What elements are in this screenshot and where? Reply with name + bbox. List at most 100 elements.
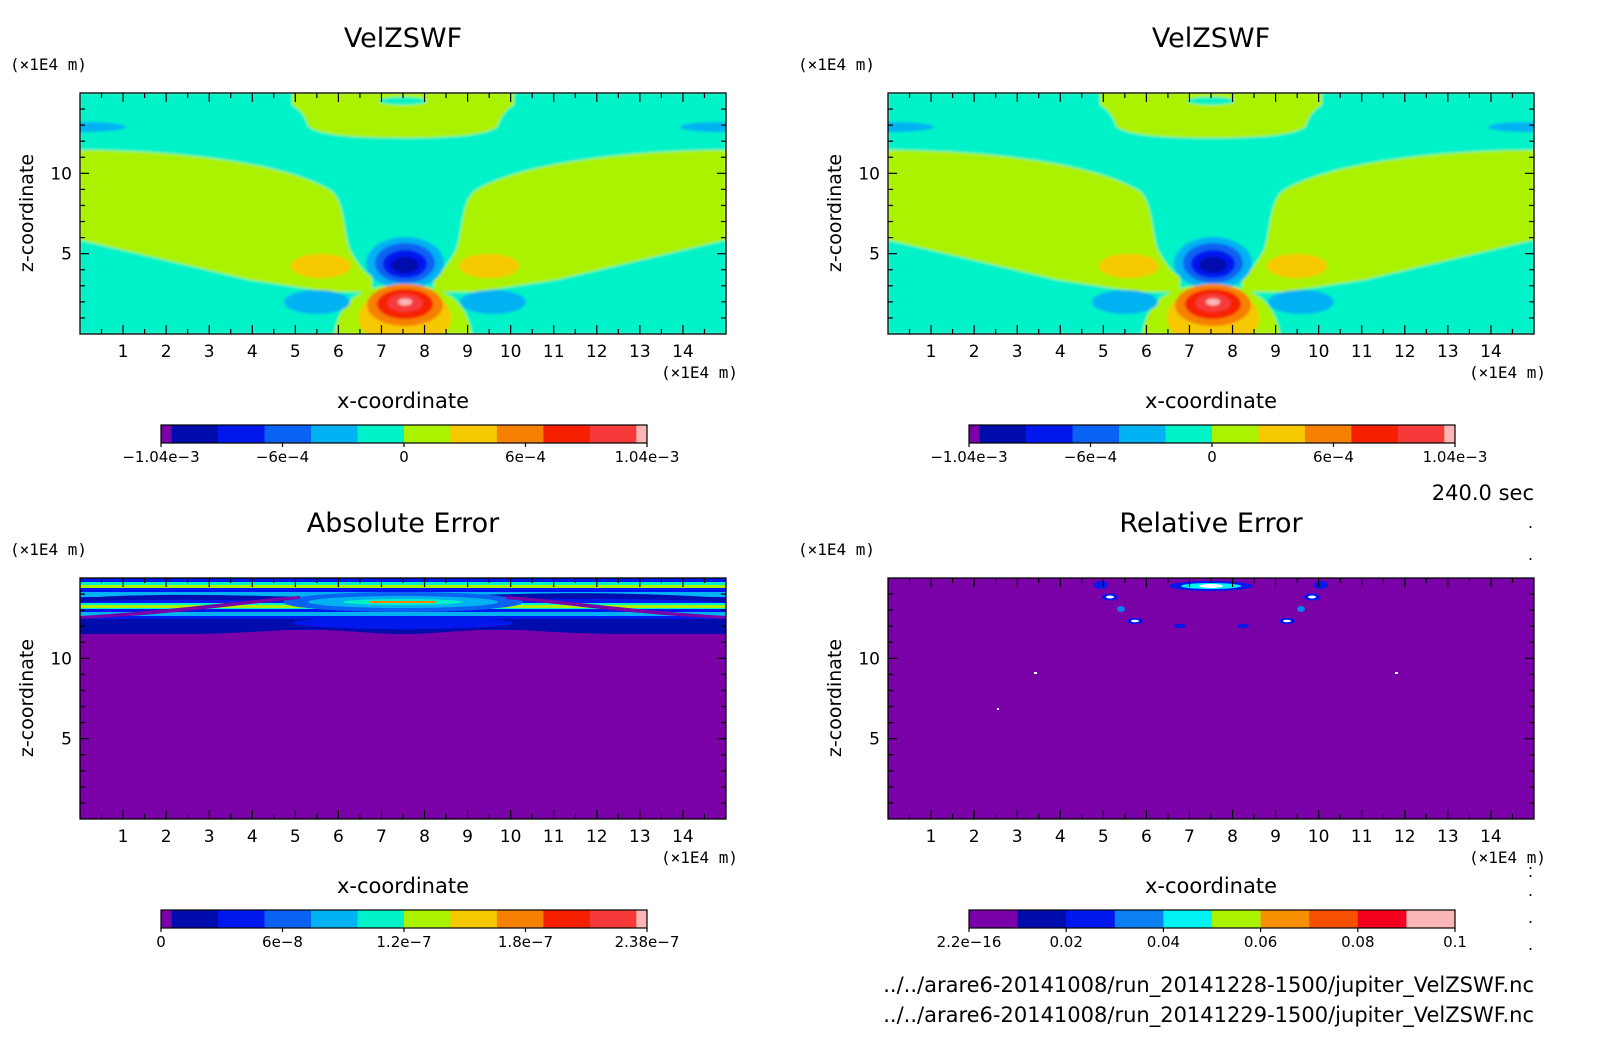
negative-core-4 [1199,257,1227,273]
colorbar-label: 6e−4 [1313,448,1354,466]
spot-r4-white [1283,619,1291,623]
colorbar-label: −1.04e−3 [930,448,1007,466]
x-tick-label: 7 [1184,342,1195,362]
spot-r5 [1237,624,1249,628]
x-tick-label: 2 [969,827,980,847]
x-axis: 1 2 3 4 5 6 7 8 9 10 11 12 13 14 (×1E4 m) x-coordinat… [908,93,1546,413]
y-tick-label: 5 [869,730,880,750]
contour-shapes [888,93,1534,334]
colorbar-cell [543,910,591,928]
x-axis-label: x-coordinate [1145,874,1277,898]
x-ticks: 1 2 3 4 5 6 7 8 9 10 11 12 13 14 [908,578,1514,847]
spot-l2-white [1106,595,1114,599]
colorbar-label: 2.38e−7 [615,933,680,951]
x-tick-label: 7 [1184,827,1195,847]
colorbar-label: 0 [156,933,166,951]
x-tick-label: 6 [1141,827,1152,847]
x-tick-label: 12 [1394,827,1416,847]
colorbar: 2.2e−16 0.02 0.04 0.06 0.08 0.1 [937,909,1467,951]
blue-lobe-right [1268,290,1334,314]
colorbar: −1.04e−3 −6e−4 0 6e−4 1.04e−3 [122,424,679,466]
y-unit-label: (×1E4 m) [10,540,87,559]
colorbar-cell [1260,910,1310,928]
colorbar-cell [496,425,544,443]
y-axis: z-coordinate 5 10 [824,108,1534,319]
y-tick-label: 10 [858,649,880,669]
pixel-1 [1034,672,1037,674]
x-tick-label: 8 [1227,827,1238,847]
orange-lobe-right [459,254,519,278]
yellow-top-dome [292,93,514,138]
colorbar-cell [543,425,591,443]
y-axis: z-coordinate 5 10 [16,593,726,804]
yellow-wing-left [888,150,1180,292]
blue-lobe-left [1092,290,1158,314]
blue-lobe-right [460,290,526,314]
colorbar-cell [311,425,358,443]
purple-wedge-left [80,596,300,619]
plot-frame: z-coordinate 510 1 2 3 4 5 6 7 8 9 10 11 12 13 14 (×1… [16,92,738,413]
y-axis-label: z-coordinate [16,639,38,757]
x-unit-label: (×1E4 m) [1469,363,1546,382]
colorbar-cell [1397,425,1445,443]
blue-lobe-left [284,290,350,314]
y-tick-label: 10 [50,164,72,184]
colorbar-cell [979,425,1027,443]
blue-edge-left [80,122,126,132]
colorbar-cell [404,425,451,443]
colorbar: 0 6e−8 1.2e−7 1.8e−7 2.38e−7 [156,909,680,951]
colorbar-cell [636,425,648,443]
x-tick-label: 2 [161,342,172,362]
x-axis: 1 2 3 4 5 6 7 8 9 10 11 12 13 14 (×1E4 m) x-coordinat… [908,578,1546,898]
x-tick-label: 7 [376,342,387,362]
x-axis: 1 2 3 4 5 6 7 8 9 10 11 12 13 14 (×1E4 m) x-coordinat… [100,93,738,413]
x-tick-label: 13 [629,827,651,847]
x-tick-label: 9 [1270,342,1281,362]
colorbar-cell [264,425,312,443]
plot-frame: z-coordinate 510 1 2 3 4 5 6 7 8 9 10 11 12 13 14 (×1… [824,577,1546,898]
x-tick-label: 3 [1012,342,1023,362]
x-tick-label: 10 [1308,342,1330,362]
colorbar-cell [1357,910,1407,928]
x-tick-label: 4 [1055,827,1066,847]
x-tick-label: 10 [500,827,522,847]
x-ticks: 1 2 3 4 5 6 7 8 9 10 11 12 13 14 [908,93,1514,362]
colorbar-cell [589,425,637,443]
top-arc-white [1199,584,1223,588]
colorbar-cell [171,425,219,443]
spot-l1 [1094,581,1108,589]
contour-shapes [80,93,726,334]
band-top-green [80,585,726,588]
cyan-top-spot [379,97,427,105]
spot-l5 [1174,624,1186,628]
yellow-wing-left [80,150,372,292]
colorbar-cell [171,910,219,928]
time-label: 240.0 sec [1432,481,1534,505]
field-bg [888,578,1534,819]
annotations: 240.0 sec . . . . . . . ../../arare6-201… [883,481,1534,1028]
x-tick-label: 11 [1351,827,1373,847]
file-path-2: ../../arare6-20141008/run_20141229-1500/… [883,1003,1534,1028]
colorbar-cell [969,425,980,443]
x-tick-label: 14 [1480,827,1502,847]
x-tick-label: 5 [290,342,301,362]
x-tick-label: 5 [1098,342,1109,362]
x-tick-label: 13 [1437,827,1459,847]
x-tick-label: 11 [543,827,565,847]
colorbar-cell [1026,425,1073,443]
colorbar-label: 0.1 [1443,933,1467,951]
x-tick-label: 2 [161,827,172,847]
spot-r3 [1297,606,1305,612]
colorbar-cell [357,425,405,443]
dot-2: . [1528,545,1533,564]
y-tick-label: 5 [869,245,880,265]
file-path-1: ../../arare6-20141008/run_20141228-1500/… [883,973,1534,998]
contour-shapes [80,578,726,819]
x-unit-label: (×1E4 m) [661,363,738,382]
positive-core-4 [398,298,412,306]
spot-l4-white [1131,619,1139,623]
y-ticks: 5 10 [858,108,1534,319]
contour-field [80,578,726,819]
y-axis: z-coordinate 5 10 [16,108,726,319]
colorbar-cell [404,910,451,928]
